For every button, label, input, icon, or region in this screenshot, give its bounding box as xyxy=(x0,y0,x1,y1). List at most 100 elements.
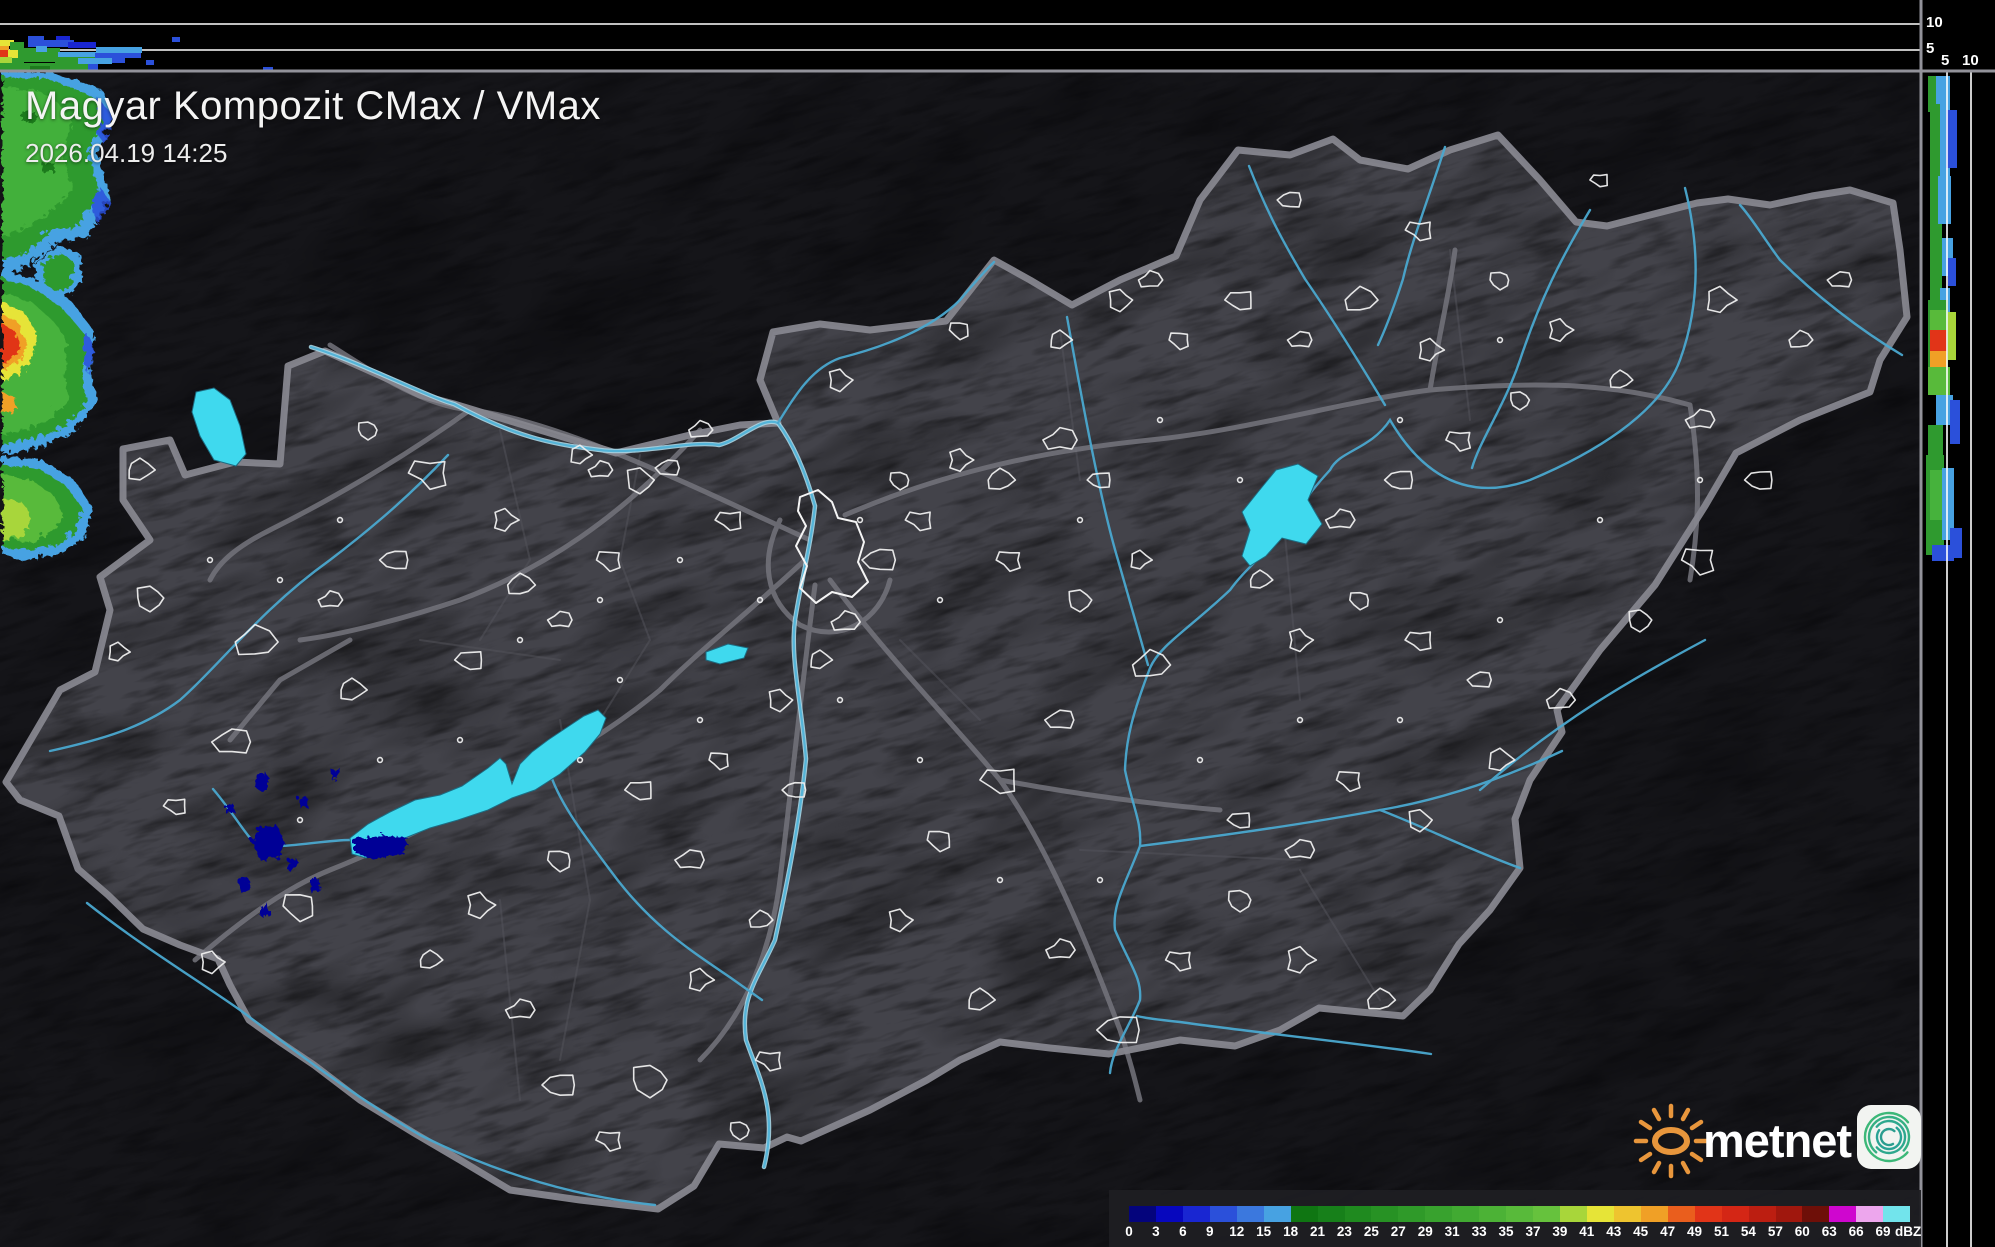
legend-color-cell xyxy=(1479,1206,1507,1222)
legend-tick: 31 xyxy=(1444,1224,1460,1239)
town-outline xyxy=(546,610,573,628)
village-dot xyxy=(1496,336,1504,344)
town-outline xyxy=(1168,332,1189,351)
town-outline xyxy=(1131,648,1172,677)
town-outline xyxy=(506,572,537,595)
legend-tick-labels: 0 3 6 9 12 15 18 21 23 25 27 29 31 33 35 37 39 41 43 45 47 49… xyxy=(1125,1222,1910,1242)
budapest-outline xyxy=(795,489,869,604)
legend-tick: 9 xyxy=(1206,1224,1214,1239)
right-profile-echoes xyxy=(1926,76,1962,561)
legend-tick: 12 xyxy=(1229,1224,1245,1239)
legend-color-cell xyxy=(1721,1206,1749,1222)
town-outline xyxy=(1684,408,1716,429)
legend-colorbar xyxy=(1129,1206,1911,1222)
town-outline xyxy=(407,460,447,491)
town-outline xyxy=(162,798,186,816)
town-outline xyxy=(1284,838,1316,859)
village-dot xyxy=(1096,876,1104,884)
legend-color-cell xyxy=(1344,1206,1372,1222)
town-outline xyxy=(828,368,854,393)
town-outline xyxy=(1349,591,1369,611)
town-outline xyxy=(654,459,680,476)
legend-tick: 25 xyxy=(1363,1224,1379,1239)
town-outline xyxy=(968,987,996,1011)
town-outline xyxy=(1628,609,1653,633)
town-outline xyxy=(1086,472,1111,489)
town-outline xyxy=(210,728,252,754)
town-outline xyxy=(688,419,714,438)
legend-tick: 0 xyxy=(1125,1224,1133,1239)
village-dot xyxy=(276,576,284,584)
right-axis-label-5km: 5 xyxy=(1941,52,1950,69)
town-outline xyxy=(1050,329,1074,350)
river-sajo xyxy=(1247,164,1387,407)
legend-tick: 57 xyxy=(1767,1224,1783,1239)
legend-color-cell xyxy=(1236,1206,1264,1222)
town-outline xyxy=(317,590,344,608)
town-outline xyxy=(1404,631,1432,652)
town-outline xyxy=(1108,288,1134,313)
village-dot xyxy=(696,716,704,724)
legend-color-cell xyxy=(1506,1206,1534,1222)
logo-text: metnet xyxy=(1703,1114,1852,1167)
radar-echoes xyxy=(0,71,406,914)
legend-color-cell xyxy=(1775,1206,1803,1222)
village-dot xyxy=(1236,476,1244,484)
metnet-logo: metnet xyxy=(1633,1103,1921,1179)
town-outline xyxy=(1706,285,1738,314)
road-m0-ring xyxy=(765,517,893,635)
town-outline xyxy=(904,511,932,532)
town-outline xyxy=(1276,191,1302,208)
town-outline xyxy=(1488,747,1516,772)
town-outline xyxy=(626,467,656,495)
right-axis-label-10km: 10 xyxy=(1962,52,1979,69)
town-outline xyxy=(1226,812,1251,829)
village-dot xyxy=(456,736,464,744)
legend-color-cell xyxy=(1398,1206,1426,1222)
town-outline xyxy=(357,421,378,441)
town-outline xyxy=(1549,317,1575,343)
village-dot xyxy=(1396,416,1404,424)
reflectivity-legend: 0 3 6 9 12 15 18 21 23 25 27 29 31 33 35 37 39 41 43 45 47 49… xyxy=(1109,1190,1921,1247)
town-outline xyxy=(200,950,226,975)
road-m30 xyxy=(1427,247,1458,393)
town-outline xyxy=(949,447,975,473)
village-dot xyxy=(596,596,604,604)
town-outline xyxy=(729,1121,750,1141)
town-outline xyxy=(1445,431,1472,452)
village-dot xyxy=(1156,416,1164,424)
legend-tick: 49 xyxy=(1687,1224,1703,1239)
town-outline xyxy=(1045,938,1076,959)
road-76 xyxy=(227,637,353,743)
town-outline xyxy=(1408,808,1433,833)
town-outline xyxy=(595,1131,622,1152)
town-outline xyxy=(541,1074,576,1096)
page-title: Magyar Kompozit CMax / VMax xyxy=(25,84,601,128)
river-hernad xyxy=(1376,145,1447,347)
village-dot xyxy=(1296,716,1304,724)
town-outline xyxy=(1324,508,1356,529)
town-outline xyxy=(234,623,279,656)
town-outline xyxy=(1130,549,1153,570)
town-outline xyxy=(1418,337,1446,362)
town-outline xyxy=(748,909,774,928)
road-west xyxy=(207,407,473,583)
legend-tick: 21 xyxy=(1310,1224,1326,1239)
road-8 xyxy=(297,427,703,643)
legend-color-cell xyxy=(1290,1206,1318,1222)
town-outline xyxy=(108,641,131,662)
village-dot xyxy=(1496,616,1504,624)
legend-tick: 60 xyxy=(1794,1224,1810,1239)
town-outline xyxy=(754,1051,782,1072)
river-berettyo xyxy=(1478,638,1707,792)
legend-color-cell xyxy=(1829,1206,1857,1222)
legend-tick: 39 xyxy=(1552,1224,1568,1239)
town-outline xyxy=(1788,329,1814,348)
village-dot xyxy=(676,556,684,564)
legend-color-cell xyxy=(1452,1206,1480,1222)
legend-color-cell xyxy=(1613,1206,1641,1222)
legend-color-cell xyxy=(1533,1206,1560,1222)
town-outline xyxy=(688,967,716,992)
